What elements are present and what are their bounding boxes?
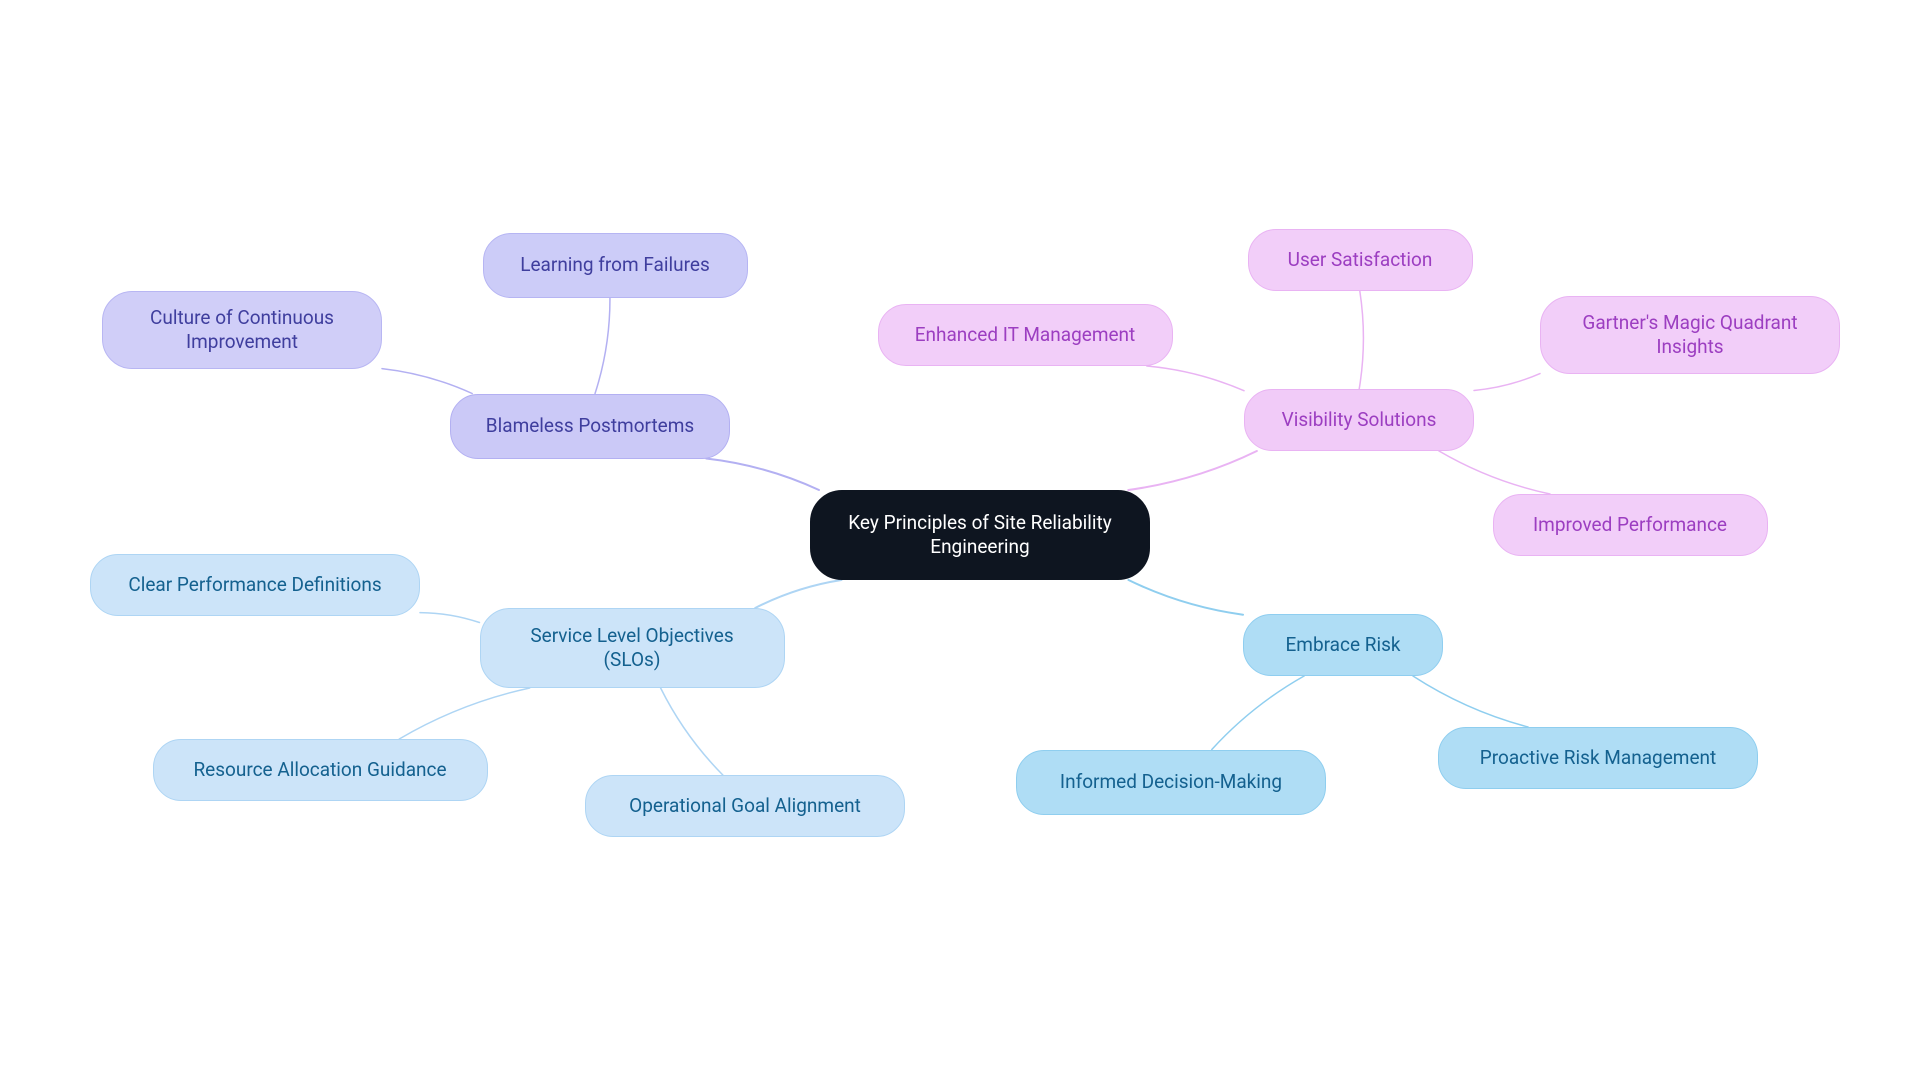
node-center: Key Principles of Site Reliability Engin… xyxy=(810,490,1150,580)
node-embrace-risk: Embrace Risk xyxy=(1243,614,1443,676)
node-label: Key Principles of Site Reliability Engin… xyxy=(848,511,1111,559)
node-gartner-insights: Gartner's Magic Quadrant Insights xyxy=(1540,296,1840,374)
node-blameless-postmortems: Blameless Postmortems xyxy=(450,394,730,459)
node-operational-goal-alignment: Operational Goal Alignment xyxy=(585,775,905,837)
node-label: Resource Allocation Guidance xyxy=(193,758,446,782)
node-label: Proactive Risk Management xyxy=(1480,746,1716,770)
node-label: Enhanced IT Management xyxy=(915,323,1136,347)
node-label: User Satisfaction xyxy=(1288,248,1433,272)
node-learning-from-failures: Learning from Failures xyxy=(483,233,748,298)
node-label: Improved Performance xyxy=(1533,513,1727,537)
node-label: Embrace Risk xyxy=(1285,633,1400,657)
node-label: Culture of Continuous Improvement xyxy=(150,306,334,354)
node-slos: Service Level Objectives (SLOs) xyxy=(480,608,785,688)
node-label: Gartner's Magic Quadrant Insights xyxy=(1582,311,1797,359)
node-clear-performance-definitions: Clear Performance Definitions xyxy=(90,554,420,616)
node-proactive-risk-management: Proactive Risk Management xyxy=(1438,727,1758,789)
node-label: Visibility Solutions xyxy=(1282,408,1437,432)
node-label: Operational Goal Alignment xyxy=(629,794,861,818)
node-label: Informed Decision-Making xyxy=(1060,770,1282,794)
node-resource-allocation-guidance: Resource Allocation Guidance xyxy=(153,739,488,801)
node-label: Clear Performance Definitions xyxy=(128,573,381,597)
node-visibility-solutions: Visibility Solutions xyxy=(1244,389,1474,451)
node-culture-continuous-improvement: Culture of Continuous Improvement xyxy=(102,291,382,369)
node-informed-decision-making: Informed Decision-Making xyxy=(1016,750,1326,815)
mindmap-canvas: Key Principles of Site Reliability Engin… xyxy=(0,0,1920,1083)
node-enhanced-it-management: Enhanced IT Management xyxy=(878,304,1173,366)
node-label: Blameless Postmortems xyxy=(486,414,694,438)
node-user-satisfaction: User Satisfaction xyxy=(1248,229,1473,291)
node-label: Service Level Objectives (SLOs) xyxy=(530,624,733,672)
node-label: Learning from Failures xyxy=(520,253,710,277)
node-improved-performance: Improved Performance xyxy=(1493,494,1768,556)
